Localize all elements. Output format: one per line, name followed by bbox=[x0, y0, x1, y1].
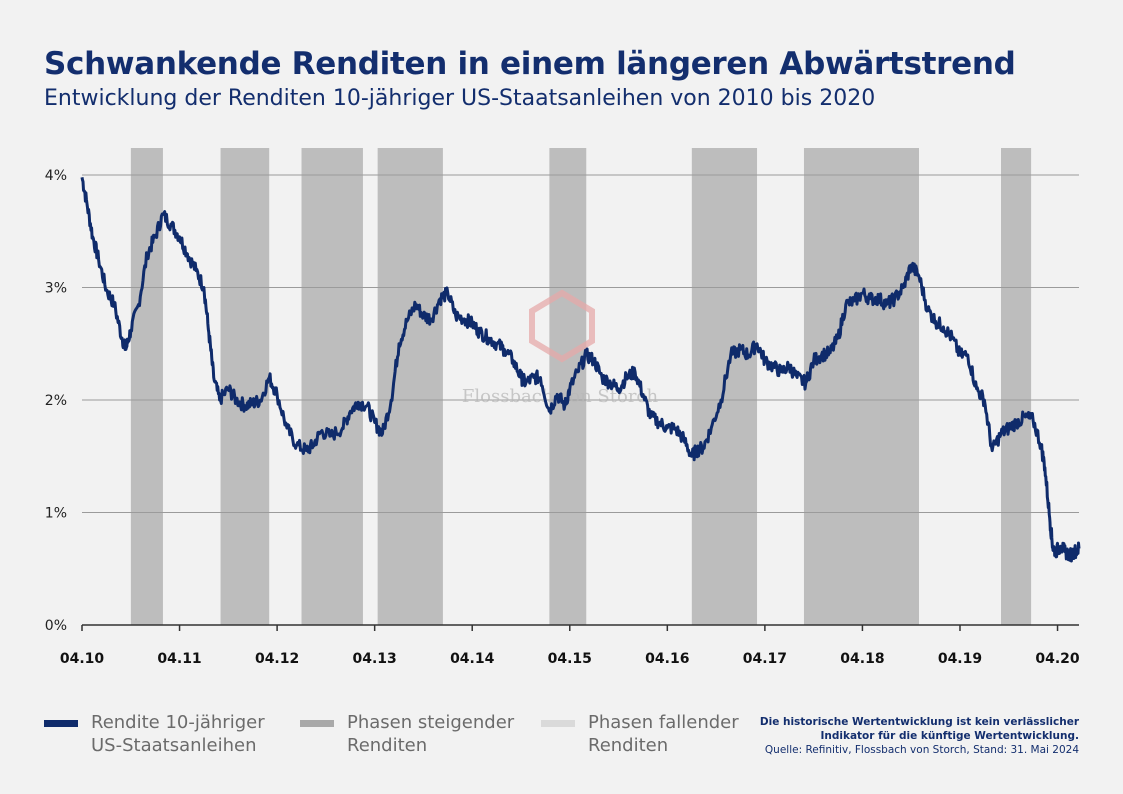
legend-label: Renditen bbox=[588, 735, 669, 756]
x-tick-label: 04.15 bbox=[548, 651, 592, 667]
x-tick-label: 04.10 bbox=[60, 651, 105, 667]
x-axis: 04.10 04.11 04.12 04.13 04.14 04.15 04.16 04.17… bbox=[60, 625, 1080, 667]
legend-swatch-rising bbox=[300, 720, 334, 727]
yield-line bbox=[80, 177, 1081, 563]
source-line: Quelle: Refinitiv, Flossbach von Storch,… bbox=[764, 744, 1079, 756]
rising-phase-band bbox=[301, 148, 363, 625]
y-tick-label: 1% bbox=[45, 506, 67, 522]
rising-phase-band bbox=[1000, 148, 1032, 625]
legend-label: Phasen steigender bbox=[347, 712, 515, 733]
chart-title: Schwankende Renditen in einem längeren A… bbox=[44, 46, 1016, 82]
y-tick-label: 3% bbox=[45, 281, 67, 297]
rising-phase-band bbox=[549, 148, 587, 625]
falling-phase-band bbox=[1031, 148, 1079, 625]
falling-phase-band bbox=[269, 148, 302, 625]
watermark-logo-icon bbox=[529, 289, 595, 363]
falling-phase-band bbox=[919, 148, 1001, 625]
disclaimer-line: Die historische Wertentwicklung ist kein… bbox=[759, 716, 1079, 728]
legend-label: Rendite 10-jähriger bbox=[91, 712, 265, 733]
falling-phase-band bbox=[362, 148, 378, 625]
falling-phase-band bbox=[442, 148, 550, 625]
x-tick-label: 04.19 bbox=[938, 651, 982, 667]
x-tick-label: 04.17 bbox=[743, 651, 787, 667]
x-tick-label: 04.16 bbox=[645, 651, 689, 667]
rising-phase-band bbox=[377, 148, 443, 625]
falling-phase-band bbox=[162, 148, 221, 625]
rising-phase-band bbox=[130, 148, 163, 625]
x-tick-label: 04.12 bbox=[255, 651, 299, 667]
legend-swatch-falling bbox=[541, 720, 575, 727]
footnote: Die historische Wertentwicklung ist kein… bbox=[760, 715, 1079, 757]
legend-label: Renditen bbox=[347, 735, 428, 756]
x-tick-label: 04.18 bbox=[840, 651, 884, 667]
y-tick-label: 4% bbox=[45, 168, 67, 184]
disclaimer-line: Indikator für die künftige Wertentwicklu… bbox=[820, 730, 1079, 742]
legend-swatch-yield bbox=[44, 720, 78, 727]
rising-phase-band bbox=[803, 148, 920, 625]
x-tick-label: 04.14 bbox=[450, 651, 495, 667]
y-tick-label: 2% bbox=[45, 393, 67, 409]
x-tick-label: 04.20 bbox=[1035, 651, 1080, 667]
x-tick-label: 04.11 bbox=[157, 651, 201, 667]
y-tick-label: 0% bbox=[45, 618, 67, 634]
x-tick-label: 04.13 bbox=[353, 651, 397, 667]
y-axis: 0% 1% 2% 3% 4% bbox=[45, 168, 67, 634]
legend-label: US-Staatsanleihen bbox=[91, 735, 257, 756]
legend-label: Phasen fallender bbox=[588, 712, 739, 733]
falling-phase-band bbox=[757, 148, 804, 625]
chart-subtitle: Entwicklung der Renditen 10-jähriger US-… bbox=[44, 86, 876, 111]
